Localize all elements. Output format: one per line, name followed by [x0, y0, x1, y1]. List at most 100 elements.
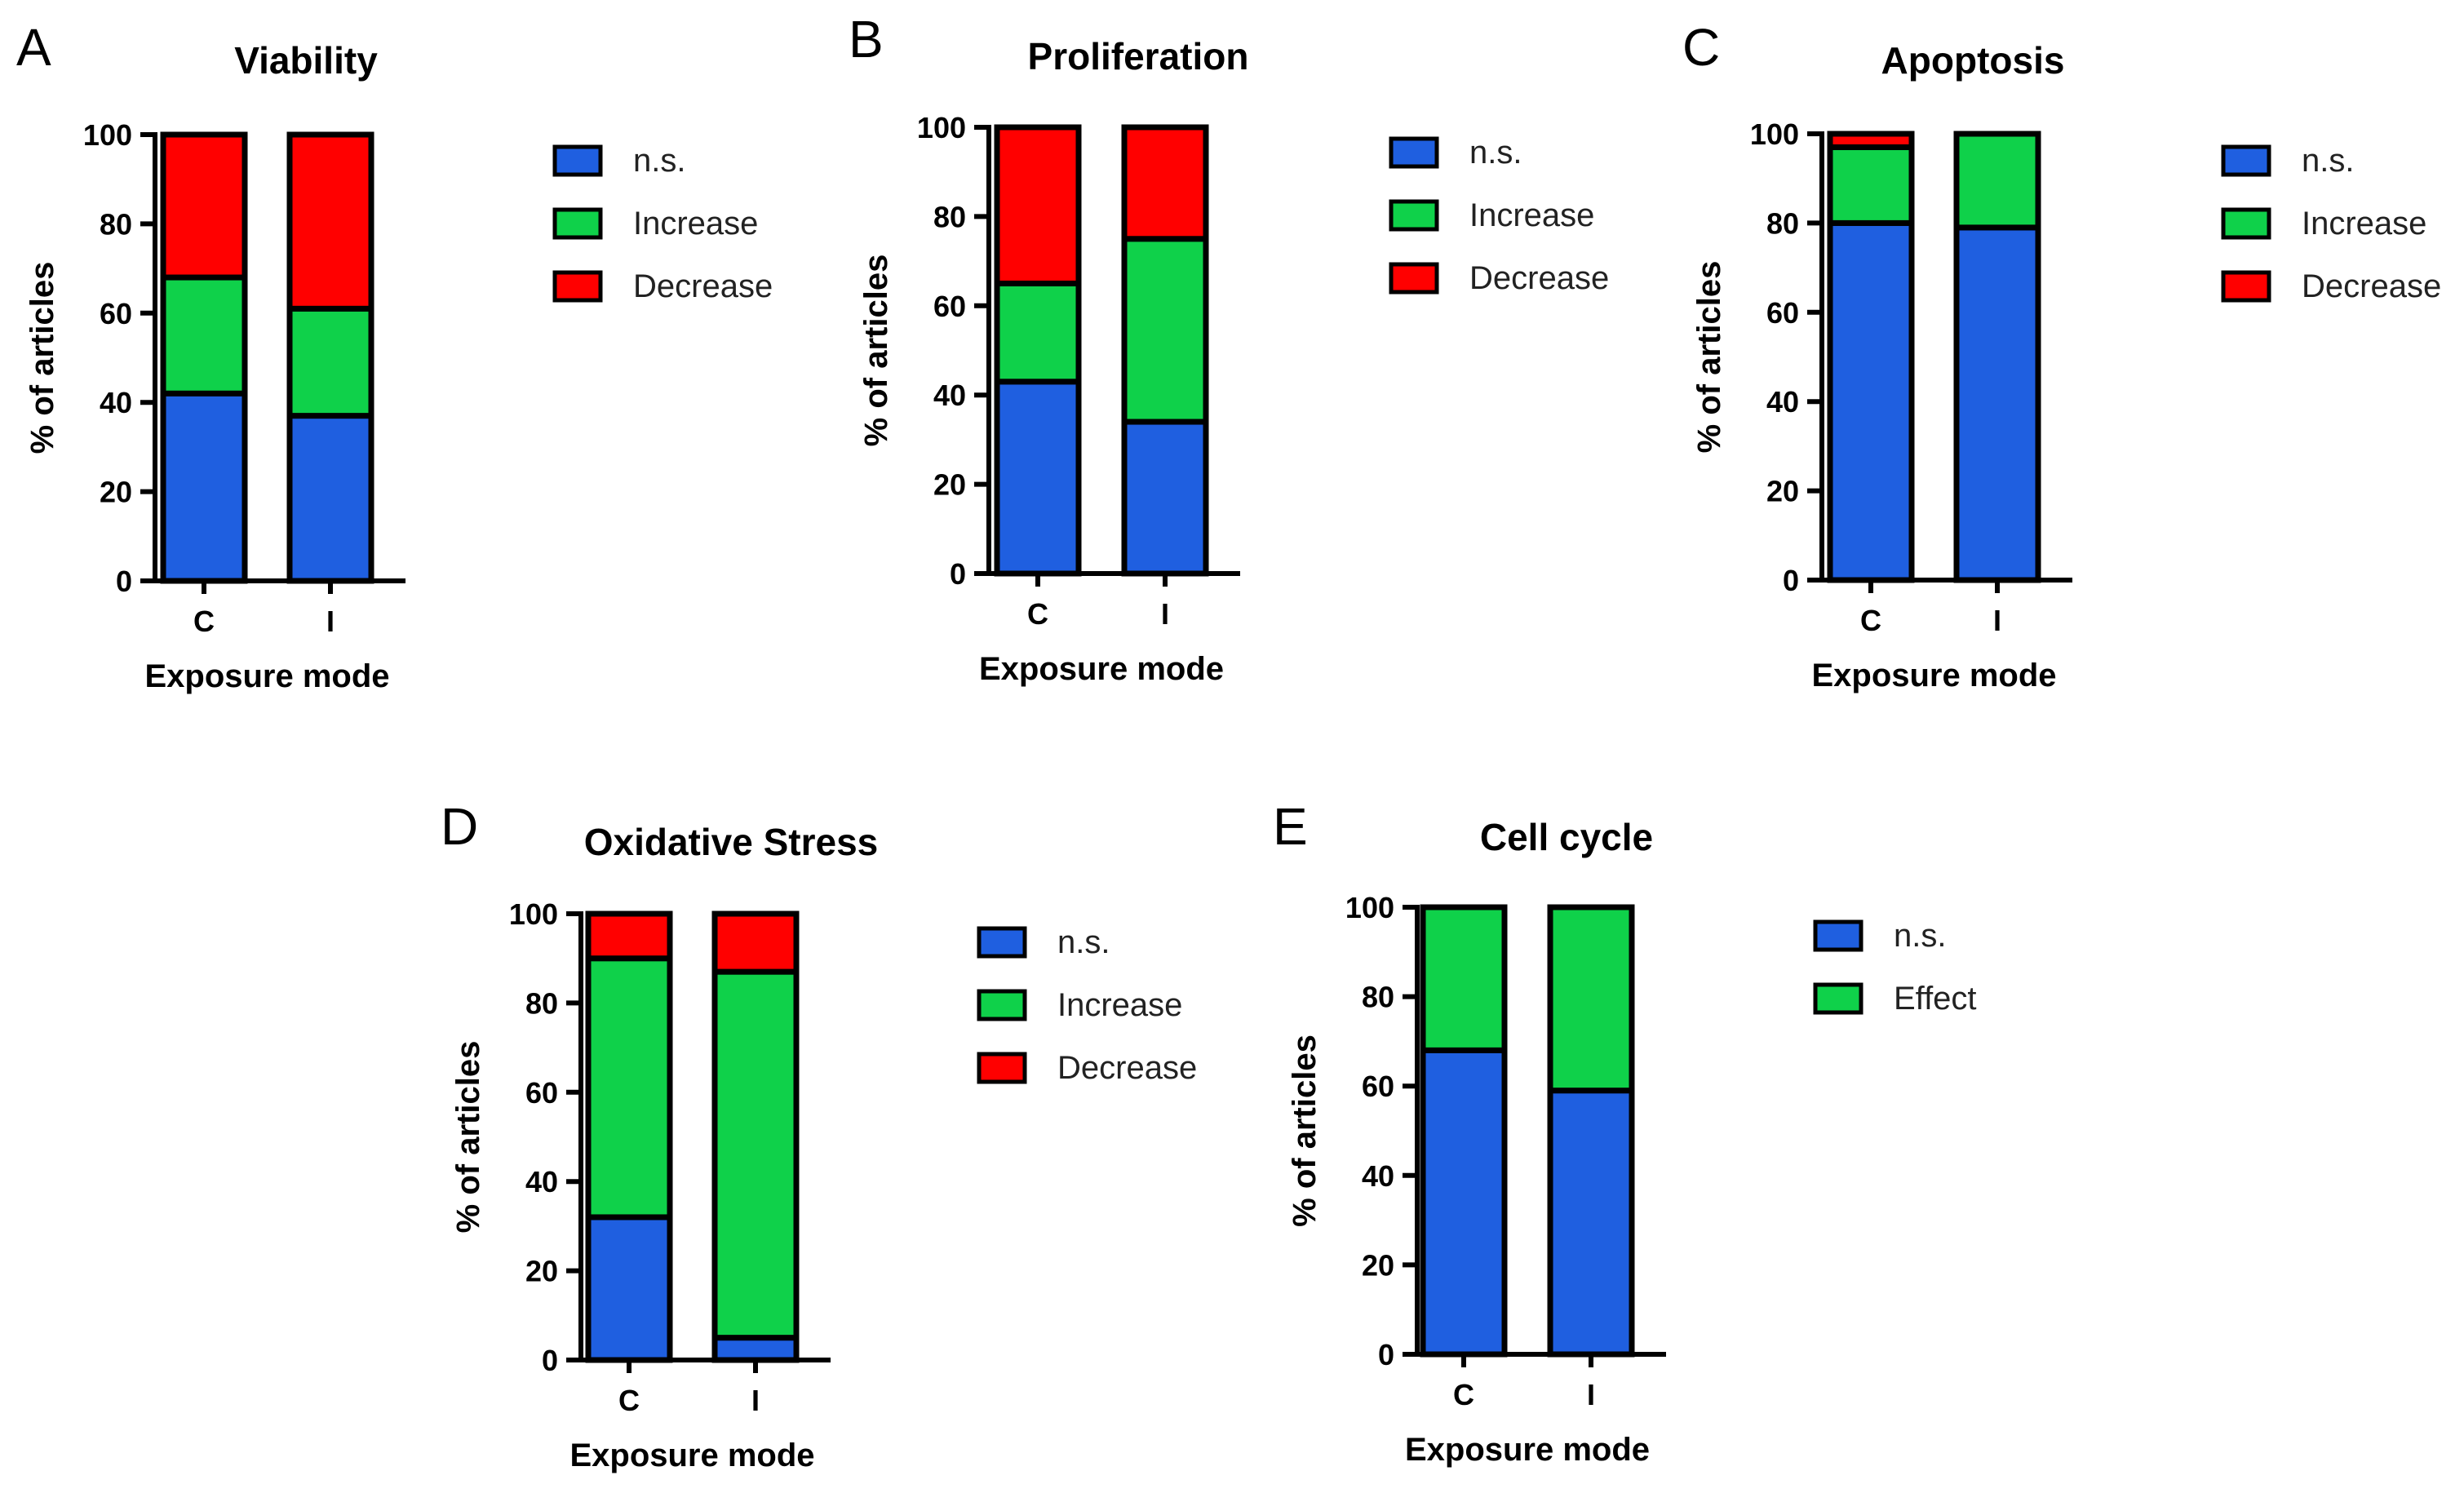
bar-segment-c-ns — [994, 379, 1082, 577]
panel-letter: A — [16, 18, 51, 77]
y-axis-label: % of articles — [1691, 261, 1727, 454]
legend-label: n.s. — [633, 143, 685, 179]
y-tick-label: 100 — [1750, 117, 1799, 151]
x-tick-label: I — [1161, 597, 1169, 631]
y-tick-label: 100 — [917, 111, 966, 144]
y-tick-label: 40 — [1362, 1159, 1394, 1193]
y-tick-label: 60 — [100, 297, 132, 330]
y-tick-label: 100 — [1345, 891, 1394, 924]
chart-title: Apoptosis — [1881, 39, 2065, 82]
x-axis-label: Exposure mode — [144, 658, 389, 694]
y-tick-label: 80 — [1766, 206, 1799, 240]
x-axis-label: Exposure mode — [569, 1438, 814, 1473]
legend-label: n.s. — [1057, 924, 1110, 960]
legend-label: Decrease — [2302, 268, 2441, 304]
y-axis-label: % of articles — [1287, 1034, 1323, 1227]
y-tick-label: 20 — [525, 1255, 558, 1288]
legend-swatch — [1389, 136, 1439, 169]
legend-swatch — [552, 270, 603, 303]
legend-swatch — [2221, 207, 2271, 240]
x-tick-label: C — [618, 1384, 640, 1417]
legend-label: Increase — [1057, 987, 1182, 1023]
bar-segment-i-ns — [711, 1335, 800, 1363]
legend-swatch — [552, 144, 603, 177]
bar-segment-c-effect — [1420, 904, 1508, 1053]
bar-segment-i-decrease — [1121, 124, 1209, 242]
bar-segment-i-increase — [1121, 236, 1209, 425]
y-tick-label: 40 — [933, 379, 966, 412]
panel-letter: C — [1682, 18, 1720, 77]
bar-segment-i-increase — [711, 968, 800, 1341]
y-tick-label: 20 — [1362, 1248, 1394, 1282]
panel-letter: B — [849, 10, 884, 69]
bar-segment-c-increase — [1827, 144, 1915, 226]
y-axis-label: % of articles — [24, 262, 60, 454]
bar-segment-i-decrease — [711, 910, 800, 975]
bar-segment-c-increase — [994, 280, 1082, 385]
bar-segment-i-ns — [1953, 224, 2041, 583]
bar-segment-c-decrease — [160, 131, 248, 281]
bar-segment-c-decrease — [1827, 131, 1915, 150]
y-tick-label: 80 — [1362, 981, 1394, 1014]
legend-swatch — [1813, 919, 1864, 952]
x-tick-label: I — [1587, 1378, 1595, 1411]
y-tick-label: 40 — [100, 386, 132, 419]
y-tick-label: 0 — [1378, 1338, 1394, 1371]
y-tick-label: 20 — [933, 468, 966, 502]
bar-segment-c-increase — [585, 955, 673, 1221]
y-tick-label: 0 — [542, 1344, 558, 1377]
chart-title: Viability — [234, 39, 378, 82]
bar-segment-c-ns — [160, 390, 248, 584]
chart-panel-c: C Apoptosis C I 0 20 40 60 80 100 Exposure mode % o… — [1682, 18, 2441, 693]
bar-segment-i-decrease — [286, 131, 374, 312]
y-tick-label: 20 — [1766, 475, 1799, 508]
chart-title: Cell cycle — [1480, 816, 1653, 858]
y-tick-label: 60 — [1766, 296, 1799, 330]
bar-segment-c-ns — [1827, 219, 1915, 583]
x-axis-label: Exposure mode — [1811, 658, 2056, 693]
chart-title: Oxidative Stress — [584, 821, 879, 863]
legend-swatch — [552, 207, 603, 240]
bar-segment-c-ns — [585, 1214, 673, 1363]
x-tick-label: C — [193, 605, 215, 638]
bar-segment-c-increase — [160, 274, 248, 397]
chart-panel-a: A Viability C I 0 20 40 60 80 100 Exposure mode % o… — [16, 18, 773, 694]
y-tick-label: 100 — [83, 118, 132, 152]
bar-segment-i-ns — [286, 413, 374, 584]
chart-panel-d: D Oxidative Stress C I 0 20 40 60 80 100 Exposure … — [441, 797, 1197, 1473]
chart-title: Proliferation — [1028, 35, 1249, 78]
chart-panel-e: E Cell cycle C I 0 20 40 60 80 100 Exposure mode % … — [1273, 797, 1977, 1468]
y-tick-label: 80 — [933, 200, 966, 233]
legend-label: Increase — [1469, 197, 1594, 233]
legend-swatch — [977, 1052, 1027, 1084]
legend-swatch — [977, 926, 1027, 959]
panel-letter: E — [1273, 797, 1308, 856]
legend-swatch — [1389, 262, 1439, 295]
x-tick-label: I — [1993, 604, 2001, 637]
bar-segment-i-ns — [1547, 1088, 1635, 1358]
legend-swatch — [1389, 199, 1439, 232]
bar-segment-i-effect — [1547, 904, 1635, 1094]
y-tick-label: 60 — [933, 290, 966, 323]
y-tick-label: 40 — [525, 1165, 558, 1198]
bar-segment-c-ns — [1420, 1047, 1508, 1358]
legend-swatch — [2221, 270, 2271, 303]
panel-letter: D — [441, 797, 478, 856]
y-tick-label: 0 — [1783, 564, 1799, 597]
legend-label: Decrease — [1469, 260, 1609, 296]
legend-swatch — [1813, 982, 1864, 1015]
legend-label: n.s. — [2302, 143, 2354, 179]
y-tick-label: 80 — [525, 986, 558, 1020]
legend-label: Increase — [2302, 206, 2426, 241]
legend-label: Decrease — [1057, 1050, 1197, 1086]
legend-label: n.s. — [1469, 135, 1522, 171]
x-tick-label: C — [1027, 597, 1048, 631]
x-tick-label: I — [326, 605, 335, 638]
chart-panel-b: B Proliferation C I 0 20 40 60 80 100 Exposure mod… — [849, 10, 1609, 687]
y-tick-label: 0 — [116, 565, 132, 598]
legend-label: Decrease — [633, 268, 773, 304]
legend-label: Increase — [633, 206, 758, 241]
bar-segment-i-ns — [1121, 419, 1209, 577]
y-axis-label: % of articles — [858, 255, 894, 447]
